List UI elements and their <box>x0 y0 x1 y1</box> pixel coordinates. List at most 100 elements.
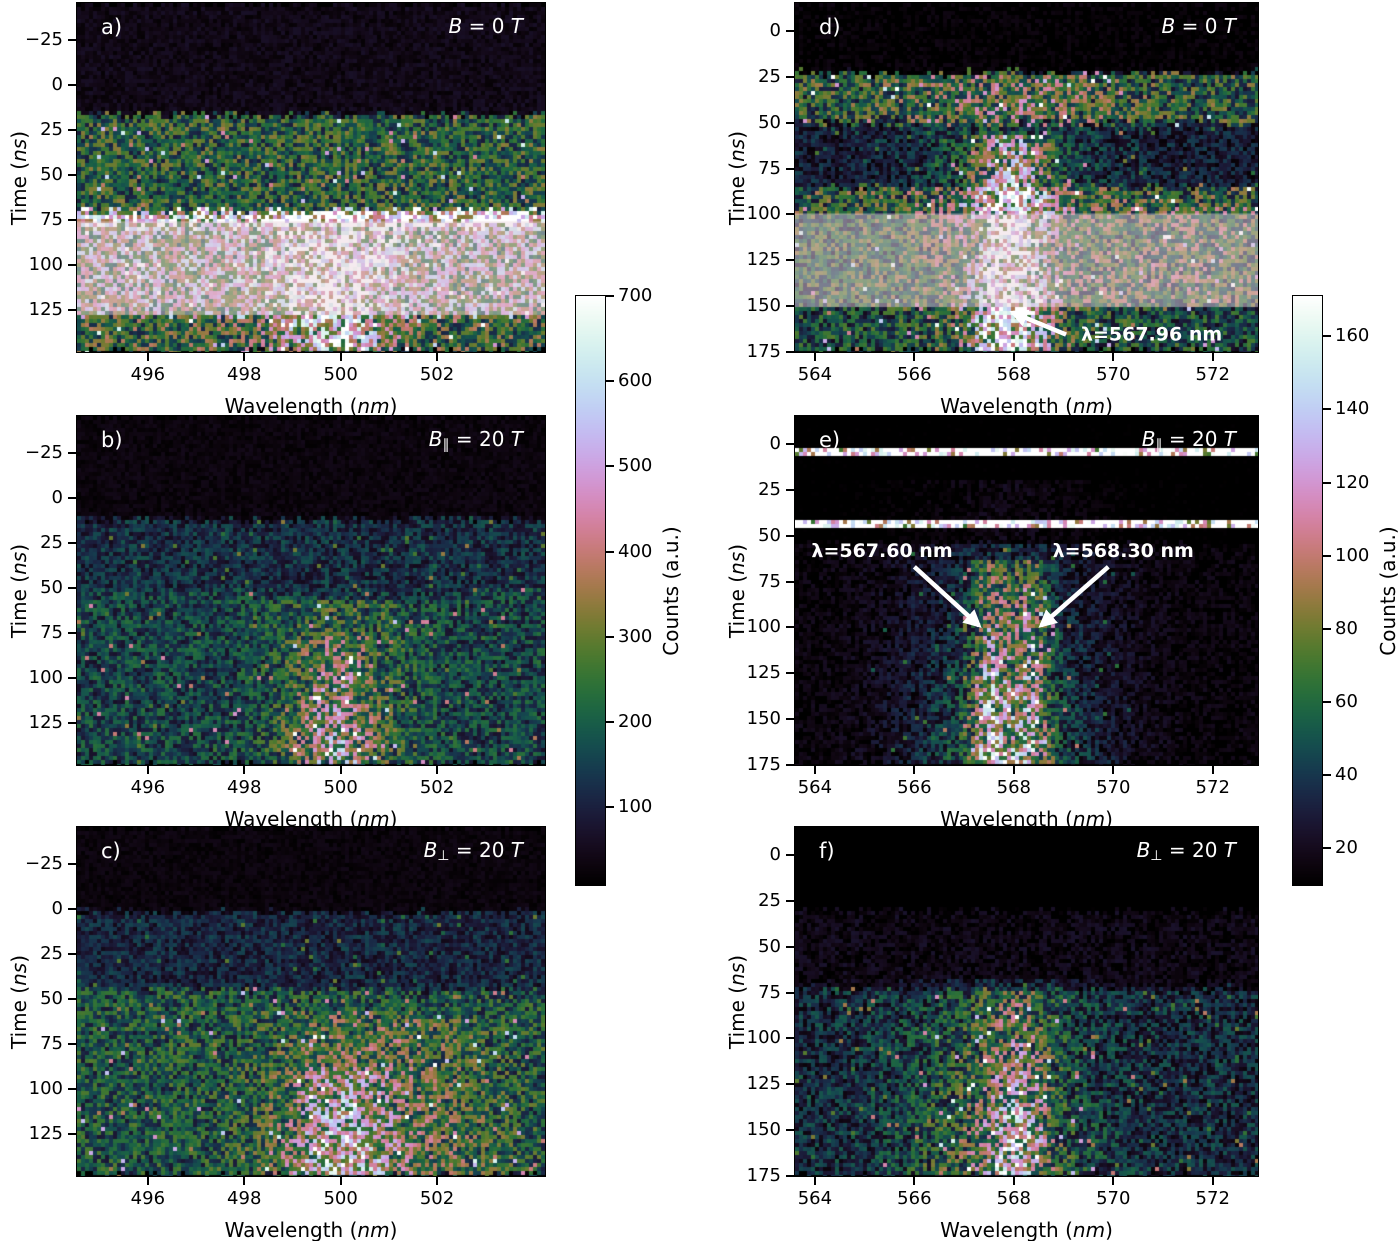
colorbar-tick-label: 200 <box>618 711 653 733</box>
x-axis-label-unit: nm <box>1059 394 1113 418</box>
field-unit: T <box>510 838 523 862</box>
panel-label-e: e) <box>819 428 841 452</box>
y-tick-mark <box>68 1087 77 1090</box>
y-tick-label: 0 <box>51 73 63 95</box>
y-tick-mark <box>786 488 795 491</box>
y-axis-label-name: Time <box>7 175 31 225</box>
x-tick-label: 498 <box>227 777 262 798</box>
y-tick-mark <box>68 997 77 1000</box>
x-tick-mark <box>813 352 816 361</box>
y-tick-label: −25 <box>25 441 63 463</box>
y-axis-label-unit: ns <box>7 130 31 175</box>
y-axis-label-name: Time <box>7 999 31 1049</box>
y-axis-label: Timens <box>7 130 31 224</box>
y-axis-label: Timens <box>7 543 31 637</box>
field-value: = 20 <box>449 838 511 862</box>
x-tick-mark <box>436 1176 439 1185</box>
y-tick-mark <box>786 351 795 353</box>
y-tick-label: 125 <box>746 249 781 271</box>
y-tick-label: 50 <box>40 576 63 598</box>
y-tick-label: 100 <box>746 203 781 225</box>
field-symbol: B <box>1136 838 1151 862</box>
x-tick-mark <box>243 352 246 361</box>
x-tick-label: 564 <box>797 1188 833 1209</box>
y-tick-mark <box>786 1083 795 1086</box>
x-tick-mark <box>1211 1176 1214 1185</box>
field-label-a: B = 0 T <box>448 14 523 40</box>
y-tick-mark <box>786 718 795 721</box>
x-tick-mark <box>1012 352 1015 361</box>
y-tick-mark <box>786 29 795 32</box>
x-tick-label: 496 <box>130 1188 166 1209</box>
field-subscript: ⊥ <box>1150 847 1163 864</box>
y-tick-mark <box>68 541 77 544</box>
y-tick-label: 100 <box>746 1027 781 1049</box>
x-axis-label-name: Wavelength <box>224 1218 344 1241</box>
colorbar-tick-label: 80 <box>1335 617 1358 639</box>
y-tick-mark <box>68 38 77 41</box>
x-tick-mark <box>1112 1176 1115 1185</box>
y-axis-label: Timens <box>7 954 31 1048</box>
y-tick-mark <box>786 121 795 124</box>
y-axis-label-unit: ns <box>7 954 31 999</box>
x-tick-label: 564 <box>797 364 833 385</box>
y-tick-mark <box>786 167 795 170</box>
y-tick-label: 50 <box>758 524 781 546</box>
colorbar-tick-mark <box>1322 554 1331 557</box>
x-axis-label-unit: nm <box>1059 1218 1113 1241</box>
y-axis-label-unit: ns <box>7 543 31 588</box>
field-symbol: B <box>1141 427 1156 451</box>
x-axis-label: Wavelengthnm <box>225 1218 398 1241</box>
x-tick-mark <box>813 1176 816 1185</box>
y-axis-label-unit: ns <box>725 130 749 175</box>
y-tick-mark <box>786 1129 795 1132</box>
x-tick-label: 502 <box>419 364 455 385</box>
y-tick-mark <box>68 952 77 955</box>
colorbar-axis-label: Counts (a.u.) <box>1376 525 1400 656</box>
y-tick-mark <box>786 534 795 537</box>
colorbar-tick-mark <box>605 295 614 297</box>
y-tick-label: 75 <box>40 1032 63 1054</box>
x-tick-label: 566 <box>897 364 932 385</box>
colorbar-tick-mark <box>1322 627 1331 630</box>
panel-d: 564 566 568 570 572 0 25 50 75 100 125 150 175 Wavele… <box>725 2 1259 418</box>
colorbar-tick-label: 60 <box>1335 691 1358 713</box>
colorbar-tick-label: 300 <box>618 626 653 648</box>
colorbar-tick-mark <box>1322 701 1331 704</box>
heatmap-a <box>77 3 545 352</box>
x-axis-label-unit: nm <box>343 394 397 418</box>
x-tick-label: 566 <box>897 1188 932 1209</box>
y-tick-mark <box>786 213 795 216</box>
y-tick-label: 75 <box>758 157 781 179</box>
y-tick-mark <box>786 764 795 766</box>
y-tick-mark <box>786 626 795 629</box>
panel-label-a: a) <box>101 15 123 39</box>
y-tick-label: 125 <box>28 1122 63 1144</box>
y-axis-label: Timens <box>725 130 749 224</box>
y-tick-label: 25 <box>40 118 63 140</box>
y-axis-label-unit: ns <box>725 543 749 588</box>
colorbar-tick-mark <box>1322 774 1331 777</box>
y-tick-label: 150 <box>746 295 781 317</box>
y-tick-label: 0 <box>769 432 781 454</box>
y-tick-label: 50 <box>758 935 781 957</box>
y-axis-label-name: Time <box>725 588 749 638</box>
x-tick-label: 496 <box>130 364 166 385</box>
colorbar-tick-label: 20 <box>1335 837 1358 859</box>
y-axis-label-name: Time <box>7 588 31 638</box>
x-tick-mark <box>913 1176 916 1185</box>
colorbar-tick-label: 500 <box>618 455 653 477</box>
x-tick-mark <box>243 1176 246 1185</box>
x-tick-label: 568 <box>996 1188 1031 1209</box>
colorbar-tick-label: 40 <box>1335 764 1358 786</box>
y-tick-label: 25 <box>758 889 781 911</box>
field-value: = 0 <box>462 14 511 38</box>
y-axis-label-name: Time <box>725 999 749 1049</box>
panel-label-c: c) <box>101 839 121 863</box>
x-axis-label: Wavelengthnm <box>940 1218 1113 1241</box>
field-subscript: ∥ <box>442 436 450 453</box>
field-unit: T <box>1223 427 1236 451</box>
x-tick-mark <box>243 765 246 774</box>
heatmap-e <box>795 416 1258 765</box>
colorbar-tick-mark <box>1322 481 1331 484</box>
